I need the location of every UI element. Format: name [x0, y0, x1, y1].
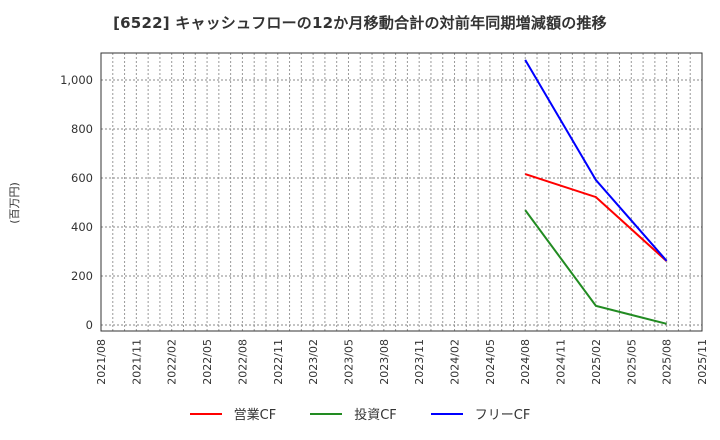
x-tick-label: 2024/05: [484, 339, 497, 385]
x-tick-label: 2021/08: [95, 339, 108, 385]
legend-item-operating-cf: 営業CF: [189, 404, 277, 423]
x-tick-label: 2022/05: [201, 339, 214, 385]
x-tick-label: 2024/08: [519, 339, 532, 385]
y-axis-ticks: 0 200 400 600 800 1,000: [60, 73, 93, 332]
y-tick-label: 600: [71, 171, 93, 185]
legend-swatch-operating-cf: [189, 412, 222, 415]
series-line: [524, 173, 668, 262]
data-series: [524, 59, 668, 325]
legend-item-free-cf: フリーCF: [430, 404, 531, 423]
series-line: [524, 59, 668, 262]
grid-lines: [101, 53, 702, 331]
x-tick-label: 2023/11: [413, 339, 426, 385]
x-tick-label: 2022/08: [236, 339, 249, 385]
x-tick-label: 2023/02: [307, 339, 320, 385]
series-line: [524, 209, 667, 325]
x-tick-label: 2023/08: [378, 339, 391, 385]
legend-label: フリーCF: [474, 408, 531, 423]
legend: 営業CF 投資CF フリーCF: [0, 404, 720, 423]
x-tick-label: 2025/11: [696, 339, 709, 385]
legend-swatch-free-cf: [430, 412, 463, 415]
x-tick-label: 2021/11: [130, 339, 143, 385]
x-tick-label: 2024/11: [555, 339, 568, 385]
x-tick-label: 2025/08: [661, 339, 674, 385]
legend-label: 投資CF: [354, 408, 397, 423]
y-tick-label: 200: [71, 269, 93, 283]
x-tick-label: 2023/05: [342, 339, 355, 385]
legend-label: 営業CF: [233, 408, 277, 423]
x-tick-label: 2022/11: [272, 339, 285, 385]
y-axis-label: (百万円): [8, 182, 21, 224]
x-tick-label: 2022/02: [166, 339, 179, 385]
x-tick-label: 2024/02: [449, 339, 462, 385]
y-tick-label: 800: [71, 122, 93, 136]
plot-area: [100, 52, 703, 332]
x-axis-ticks: 2021/08 2021/11 2022/02 2022/05 2022/08 2022/…: [95, 339, 709, 385]
x-tick-label: 2025/05: [625, 339, 638, 385]
legend-swatch-investing-cf: [310, 412, 343, 415]
chart-title: [6522] キャッシュフローの12か月移動合計の対前年同期増減額の推移: [113, 14, 607, 32]
y-tick-label: 0: [86, 318, 93, 332]
legend-item-investing-cf: 投資CF: [310, 404, 397, 423]
y-tick-label: 1,000: [60, 73, 93, 87]
x-tick-label: 2025/02: [590, 339, 603, 385]
y-tick-label: 400: [71, 220, 93, 234]
